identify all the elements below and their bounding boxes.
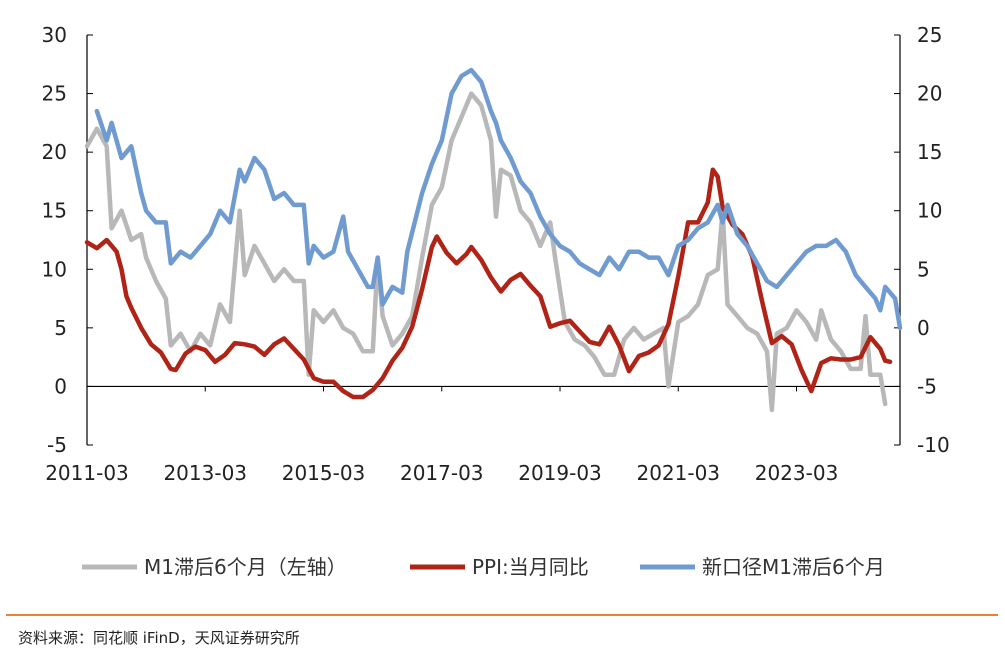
source-note: 资料来源：同花顺 iFinD，天风证券研究所	[18, 629, 300, 647]
x-tick-label: 2021-03	[636, 461, 720, 485]
legend-label-2: 新口径M1滞后6个月	[702, 555, 885, 579]
x-tick-label: 2011-03	[45, 461, 129, 485]
chart: -5 0 5 10 15 20 25 30 -10 -5 0 5 10 15 20 25 2011-03 2013…	[42, 23, 950, 579]
right-tick-label: 25	[917, 23, 942, 47]
left-tick-label: -5	[47, 433, 67, 457]
x-tick-label: 2013-03	[163, 461, 247, 485]
left-tick-label: 10	[42, 257, 67, 281]
legend-label-1: PPI:当月同比	[472, 555, 589, 579]
x-tick-label: 2015-03	[282, 461, 366, 485]
right-tick-label: -10	[917, 433, 950, 457]
left-tick-label: 0	[54, 374, 67, 398]
left-tick-label: 25	[42, 82, 67, 106]
right-tick-label: 20	[917, 82, 942, 106]
series-lines	[84, 67, 903, 413]
left-tick-label: 15	[42, 199, 67, 223]
left-tick-label: 30	[42, 23, 67, 47]
axes: -5 0 5 10 15 20 25 30 -10 -5 0 5 10 15 20 25 2011-03 2013…	[42, 23, 950, 485]
footer-divider	[6, 614, 998, 616]
right-tick-label: -5	[917, 374, 937, 398]
legend: M1滞后6个月（左轴） PPI:当月同比 新口径M1滞后6个月	[82, 555, 885, 579]
left-tick-label: 5	[54, 316, 67, 340]
series-line-2	[94, 67, 903, 331]
right-tick-label: 15	[917, 140, 942, 164]
x-tick-label: 2017-03	[400, 461, 484, 485]
series-line-1	[84, 167, 893, 400]
legend-label-0: M1滞后6个月（左轴）	[144, 555, 347, 579]
right-tick-label: 5	[917, 257, 930, 281]
right-tick-label: 10	[917, 199, 942, 223]
x-tick-label: 2019-03	[518, 461, 602, 485]
x-tick-label: 2023-03	[755, 461, 839, 485]
right-tick-label: 0	[917, 316, 930, 340]
series-line-0	[84, 91, 888, 413]
left-tick-label: 20	[42, 140, 67, 164]
